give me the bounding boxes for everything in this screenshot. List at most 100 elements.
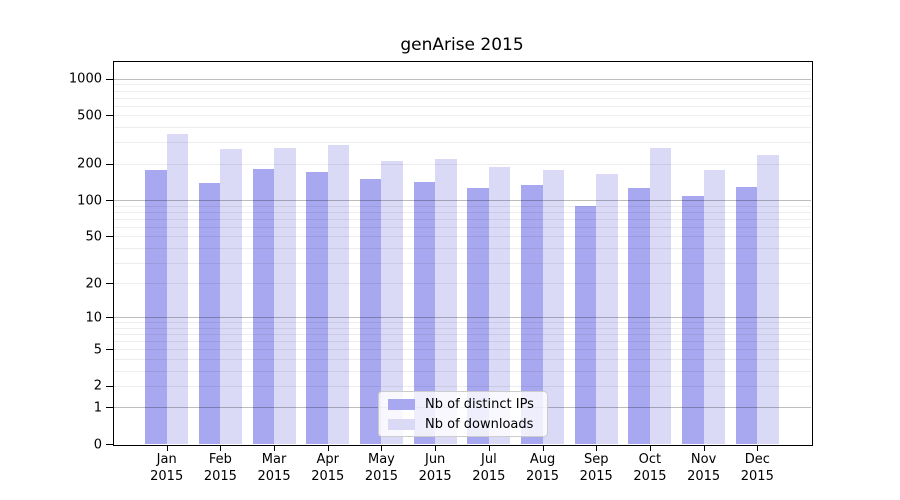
gridline-6 xyxy=(114,341,811,343)
y-axis-tick-1 xyxy=(106,407,113,409)
y-axis-tick-20 xyxy=(106,283,113,285)
bar-dec-distinct-ips xyxy=(735,187,758,444)
y-axis-tick-2 xyxy=(106,385,113,387)
y-axis-tick-1000 xyxy=(106,78,113,80)
x-axis-label-sep: Sep 2015 xyxy=(579,452,613,484)
legend-row-downloads: Nb of downloads xyxy=(379,417,547,432)
gridline-400 xyxy=(114,127,811,129)
x-axis-tick-jul xyxy=(488,445,490,451)
gridline-2 xyxy=(114,385,811,387)
x-axis-label-nov: Nov 2015 xyxy=(687,452,721,484)
gridline-500 xyxy=(114,115,811,117)
bar-aug-distinct-ips xyxy=(521,184,543,444)
bar-jul-downloads xyxy=(488,167,511,444)
x-axis-label-jan: Jan 2015 xyxy=(150,452,184,484)
bar-mar-distinct-ips xyxy=(252,169,275,444)
y-axis-tick-100 xyxy=(106,200,113,202)
gridline-100 xyxy=(114,200,811,202)
x-axis-label-dec: Dec 2015 xyxy=(740,452,774,484)
y-axis-label-0: 0 xyxy=(93,437,102,452)
gridline-50 xyxy=(114,236,811,238)
gridline-4 xyxy=(114,358,811,360)
gridline-30 xyxy=(114,262,811,264)
x-axis-label-apr: Apr 2015 xyxy=(311,452,345,484)
bar-oct-downloads xyxy=(649,148,672,444)
x-axis-tick-aug xyxy=(542,445,544,451)
legend-swatch-distinct-ips xyxy=(388,398,415,410)
bar-nov-downloads xyxy=(703,170,726,444)
bar-jan-downloads xyxy=(166,134,189,444)
gridline-200 xyxy=(114,163,811,165)
x-axis-tick-apr xyxy=(327,445,329,451)
bar-feb-distinct-ips xyxy=(198,183,221,444)
y-axis-tick-5 xyxy=(106,349,113,351)
bar-apr-distinct-ips xyxy=(306,172,328,444)
y-axis-label-20: 20 xyxy=(85,276,102,292)
bar-may-distinct-ips xyxy=(359,178,382,444)
bar-aug-downloads xyxy=(542,170,565,444)
bar-jun-downloads xyxy=(435,158,457,444)
x-axis-tick-dec xyxy=(757,445,759,451)
y-axis-label-5: 5 xyxy=(93,342,102,358)
gridline-3 xyxy=(114,370,811,372)
gridline-5 xyxy=(114,349,811,351)
bar-mar-downloads xyxy=(274,148,296,444)
gridline-20 xyxy=(114,283,811,285)
bar-dec-downloads xyxy=(757,154,779,444)
x-axis-label-may: May 2015 xyxy=(364,452,398,484)
bar-jan-distinct-ips xyxy=(145,170,167,444)
legend-row-distinct-ips: Nb of distinct IPs xyxy=(379,397,547,412)
bar-feb-downloads xyxy=(220,149,242,444)
gridline-40 xyxy=(114,247,811,249)
legend-label-downloads: Nb of downloads xyxy=(425,416,534,432)
bar-oct-distinct-ips xyxy=(628,187,650,444)
legend: Nb of distinct IPs Nb of downloads xyxy=(378,391,548,437)
gridline-700 xyxy=(114,97,811,99)
y-axis-tick-50 xyxy=(106,236,113,238)
bar-sep-downloads xyxy=(596,174,618,444)
legend-label-distinct-ips: Nb of distinct IPs xyxy=(425,396,534,412)
gridline-8 xyxy=(114,327,811,329)
x-axis-label-oct: Oct 2015 xyxy=(633,452,667,484)
x-axis-label-jul: Jul 2015 xyxy=(472,452,506,484)
gridline-1000 xyxy=(114,78,811,80)
bar-sep-distinct-ips xyxy=(574,206,597,444)
x-axis-tick-feb xyxy=(220,445,222,451)
bar-apr-downloads xyxy=(327,145,350,444)
gridline-60 xyxy=(114,226,811,228)
x-axis-label-mar: Mar 2015 xyxy=(257,452,291,484)
x-axis-tick-oct xyxy=(649,445,651,451)
gridline-80 xyxy=(114,211,811,213)
x-axis-tick-nov xyxy=(703,445,705,451)
y-axis-tick-0 xyxy=(106,444,113,445)
y-axis-tick-200 xyxy=(106,163,113,165)
chart-title: genArise 2015 xyxy=(400,35,524,55)
y-axis-label-2: 2 xyxy=(93,378,102,394)
x-axis-tick-may xyxy=(381,445,383,451)
x-axis-tick-mar xyxy=(274,445,276,451)
y-axis-tick-500 xyxy=(106,115,113,117)
gridline-7 xyxy=(114,334,811,336)
gridline-10 xyxy=(114,317,811,319)
gridline-9 xyxy=(114,322,811,324)
gridline-800 xyxy=(114,90,811,92)
y-axis-label-10: 10 xyxy=(85,310,102,326)
x-axis-label-aug: Aug 2015 xyxy=(525,452,560,484)
gridline-70 xyxy=(114,218,811,220)
bar-may-downloads xyxy=(381,160,403,444)
bar-jul-distinct-ips xyxy=(467,187,489,444)
gridline-300 xyxy=(114,142,811,144)
bar-jun-distinct-ips xyxy=(413,181,436,444)
y-axis-label-200: 200 xyxy=(77,156,102,172)
gridline-90 xyxy=(114,205,811,207)
y-axis-label-1: 1 xyxy=(93,400,102,416)
bar-nov-distinct-ips xyxy=(682,196,704,444)
x-axis-tick-jun xyxy=(435,445,437,451)
gridline-600 xyxy=(114,105,811,107)
legend-swatch-downloads xyxy=(388,418,415,430)
x-axis-label-jun: Jun 2015 xyxy=(418,452,452,484)
y-axis-tick-10 xyxy=(106,317,113,319)
x-axis-tick-jan xyxy=(166,445,168,451)
x-axis-tick-sep xyxy=(596,445,598,451)
